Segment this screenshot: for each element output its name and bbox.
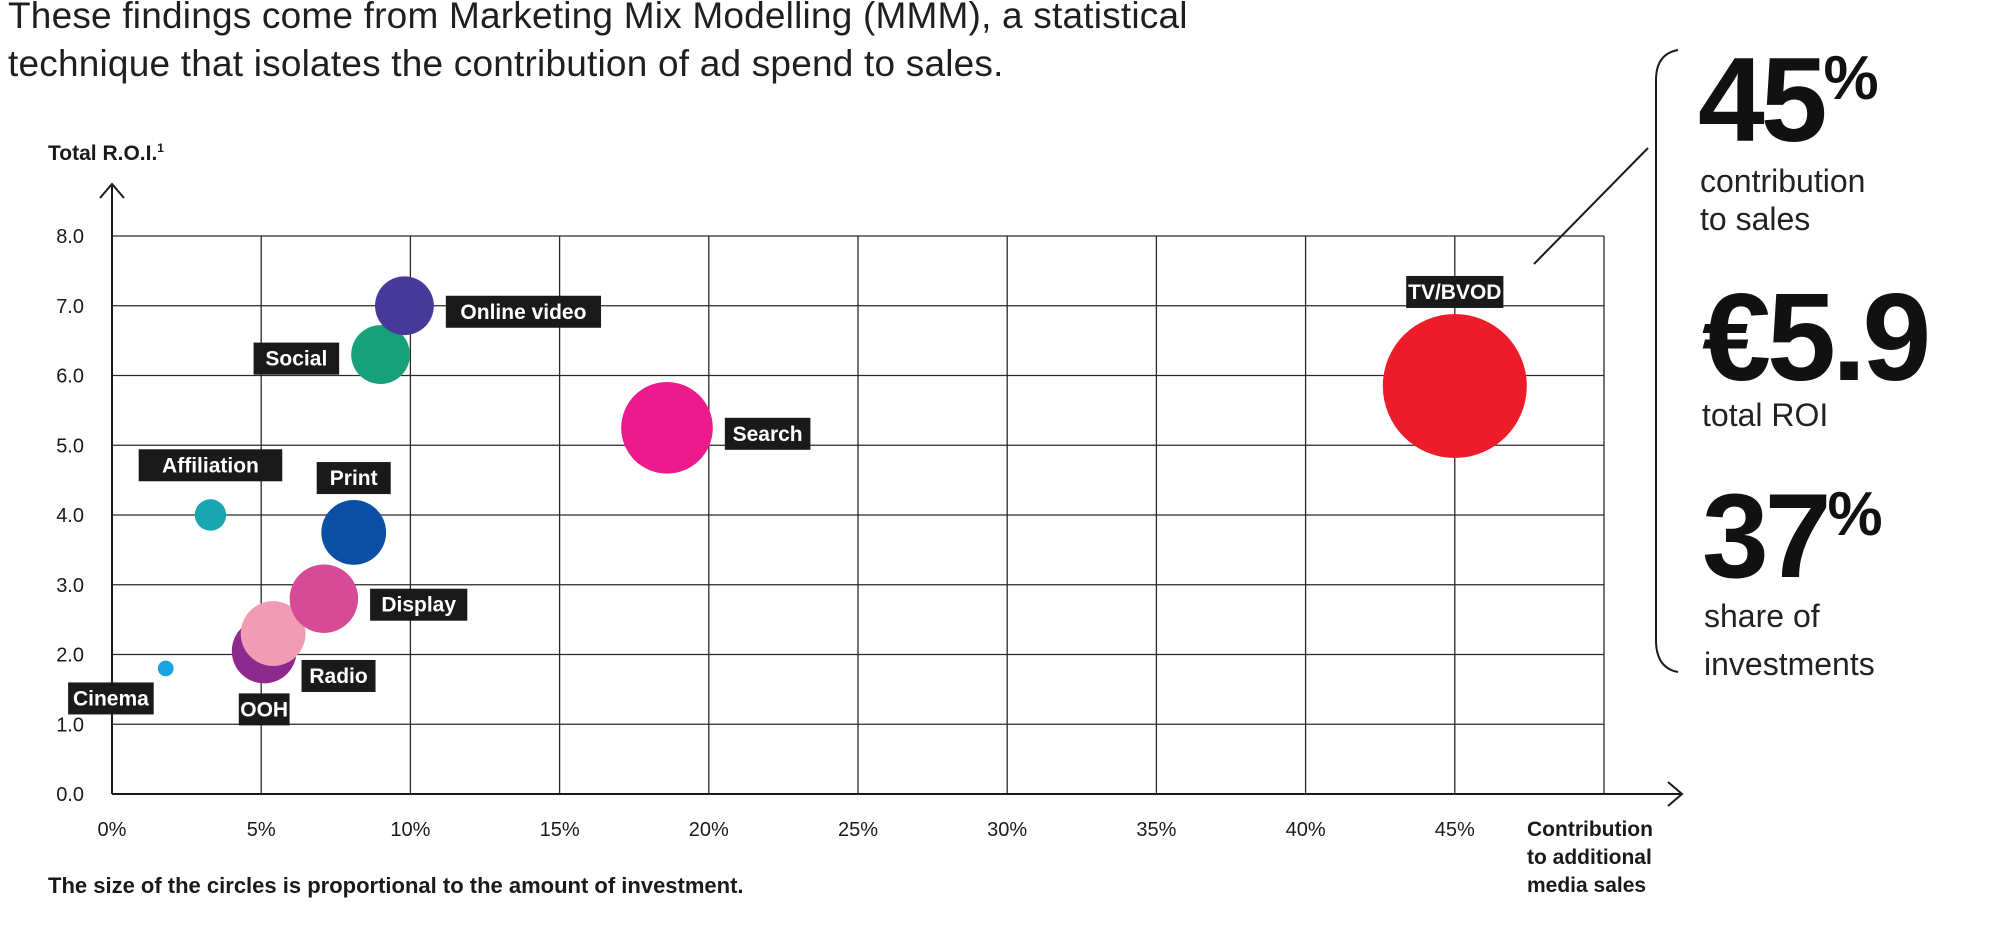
bubble-print bbox=[321, 500, 387, 565]
y-tick-label: 2.0 bbox=[56, 645, 84, 667]
x-tick-label: 45% bbox=[1435, 819, 1475, 841]
y-tick-label: 3.0 bbox=[56, 575, 84, 597]
x-axis-arrow bbox=[1667, 781, 1684, 807]
x-tick-label: 30% bbox=[987, 819, 1027, 841]
label-ooh: OOH bbox=[240, 698, 288, 721]
stats-bracket bbox=[1655, 49, 1679, 673]
x-tick-label: 5% bbox=[247, 819, 276, 841]
y-axis-arrow bbox=[99, 182, 125, 199]
bubble-radio bbox=[240, 601, 306, 666]
label-print: Print bbox=[330, 467, 378, 490]
y-tick-label: 4.0 bbox=[56, 505, 84, 527]
stats-panel: 45% contribution to sales €5.9 total ROI… bbox=[1652, 33, 1992, 682]
label-bg-social bbox=[253, 342, 340, 375]
label-bg-display bbox=[370, 588, 468, 621]
label-affiliation: Affiliation bbox=[162, 454, 259, 477]
label-search: Search bbox=[733, 423, 803, 446]
label-bg-search bbox=[724, 417, 811, 450]
y-axis-title: Total R.O.I.1 bbox=[48, 141, 164, 165]
stat-share-value: 37% bbox=[1702, 469, 1883, 603]
label-bg-cinema bbox=[68, 682, 154, 715]
bubble-chart: 0.0 1.0 2.0 3.0 4.0 5.0 6.0 7.0 8.0 0% 5% 10% 15% 20%… bbox=[48, 141, 1684, 898]
label-bg-print bbox=[316, 462, 391, 495]
label-bg-affiliation bbox=[138, 449, 283, 482]
chart-footnote: The size of the circles is proportional … bbox=[48, 873, 744, 898]
intro-line-2: technique that isolates the contribution… bbox=[8, 43, 1004, 84]
y-tick-label: 0.0 bbox=[56, 784, 84, 806]
bubble-tv-bvod bbox=[1382, 313, 1527, 458]
stat-roi-caption: total ROI bbox=[1702, 397, 1829, 433]
label-display: Display bbox=[381, 594, 456, 617]
bubble-cinema bbox=[157, 660, 174, 677]
bubble-affiliation bbox=[194, 499, 227, 531]
x-axis-title: Contribution to additional media sales bbox=[1527, 818, 1659, 897]
label-layer: Cinema Affiliation OOH Radio Display Print Soc… bbox=[68, 275, 1504, 726]
bubble-online-video bbox=[375, 276, 434, 336]
label-cinema: Cinema bbox=[73, 687, 149, 710]
label-social: Social bbox=[265, 348, 327, 371]
intro-text: These findings come from Marketing Mix M… bbox=[8, 0, 1248, 88]
bubble-layer bbox=[157, 276, 1527, 684]
x-tick-label: 40% bbox=[1286, 819, 1326, 841]
label-tv-bvod: TV/BVOD bbox=[1408, 281, 1501, 304]
label-bg-ooh bbox=[238, 693, 290, 726]
callout-line bbox=[1533, 147, 1649, 265]
x-tick-label: 25% bbox=[838, 819, 878, 841]
x-tick-label: 10% bbox=[390, 819, 430, 841]
label-bg-tv-bvod bbox=[1406, 275, 1504, 308]
intro-line-1: These findings come from Marketing Mix M… bbox=[8, 0, 1188, 36]
label-online-video: Online video bbox=[460, 301, 586, 324]
stat-roi-value: €5.9 bbox=[1702, 269, 1931, 407]
x-tick-label: 20% bbox=[689, 819, 729, 841]
label-radio: Radio bbox=[309, 665, 367, 688]
y-tick-label: 8.0 bbox=[56, 226, 84, 248]
bubble-social bbox=[351, 325, 410, 384]
bubble-display bbox=[289, 564, 359, 633]
y-tick-label: 6.0 bbox=[56, 366, 84, 388]
y-tick-label: 7.0 bbox=[56, 296, 84, 318]
stat-contribution-caption: contribution to sales bbox=[1700, 163, 1866, 237]
tick-layer: 0.0 1.0 2.0 3.0 4.0 5.0 6.0 7.0 8.0 0% 5% 10% 15% 20%… bbox=[56, 226, 1475, 841]
stat-share-caption: share of investments bbox=[1704, 598, 1875, 682]
label-bg-online-video bbox=[445, 295, 602, 328]
stat-contribution-value: 45% bbox=[1698, 33, 1879, 167]
x-tick-label: 35% bbox=[1136, 819, 1176, 841]
label-bg-radio bbox=[301, 659, 376, 692]
bubble-search bbox=[621, 382, 713, 474]
y-tick-label: 1.0 bbox=[56, 714, 84, 736]
x-tick-label: 0% bbox=[98, 819, 127, 841]
x-tick-label: 15% bbox=[540, 819, 580, 841]
y-tick-label: 5.0 bbox=[56, 435, 84, 457]
